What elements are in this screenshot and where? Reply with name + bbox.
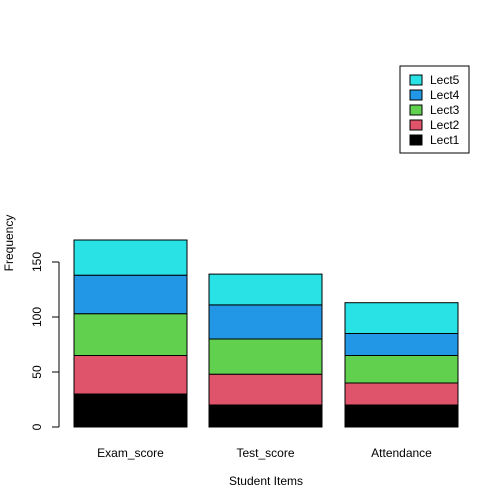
x-tick-label: Exam_score [97, 446, 164, 460]
bar-segment-Test_score-Lect1 [208, 404, 323, 428]
legend-swatch-Lect3 [409, 104, 423, 116]
bar-segment-Test_score-Lect4 [208, 304, 323, 340]
y-axis-label: Frequency [2, 215, 16, 272]
x-tick-label: Test_score [236, 446, 294, 460]
x-axis-labels: Exam_score Test_score Attendance [97, 446, 432, 460]
y-tick-label: 100 [30, 307, 44, 327]
legend-label-Lect3: Lect3 [430, 103, 460, 117]
bar-segment-Exam_score-Lect4 [73, 274, 188, 315]
y-axis: 0 50 100 150 [30, 252, 60, 430]
bar-segment-Test_score-Lect2 [208, 373, 323, 406]
bar-segment-Attendance-Lect1 [344, 404, 459, 428]
y-tick-label: 0 [30, 423, 44, 430]
bar-segment-Exam_score-Lect1 [73, 393, 188, 428]
x-tick-label: Attendance [371, 446, 432, 460]
bar-segment-Exam_score-Lect3 [73, 313, 188, 357]
legend-label-Lect1: Lect1 [430, 133, 460, 147]
y-tick-label: 50 [30, 365, 44, 379]
legend-swatch-Lect2 [409, 119, 423, 131]
bar-segment-Attendance-Lect3 [344, 355, 459, 384]
legend-label-Lect2: Lect2 [430, 118, 460, 132]
bar-segment-Exam_score-Lect5 [73, 239, 188, 276]
bar-segment-Test_score-Lect3 [208, 338, 323, 375]
bar-segment-Exam_score-Lect2 [73, 355, 188, 395]
bar-segment-Attendance-Lect4 [344, 333, 459, 356]
bar-segment-Attendance-Lect5 [344, 302, 459, 335]
legend-swatch-Lect5 [409, 74, 423, 86]
legend-label-Lect4: Lect4 [430, 88, 460, 102]
legend-swatch-Lect4 [409, 89, 423, 101]
y-tick-label: 150 [30, 252, 44, 272]
legend-label-Lect5: Lect5 [430, 73, 460, 87]
bar-segment-Test_score-Lect5 [208, 273, 323, 306]
legend-swatch-Lect1 [409, 134, 423, 146]
x-axis-label: Student Items [229, 474, 303, 488]
bars [73, 239, 459, 428]
bar-segment-Attendance-Lect2 [344, 382, 459, 406]
